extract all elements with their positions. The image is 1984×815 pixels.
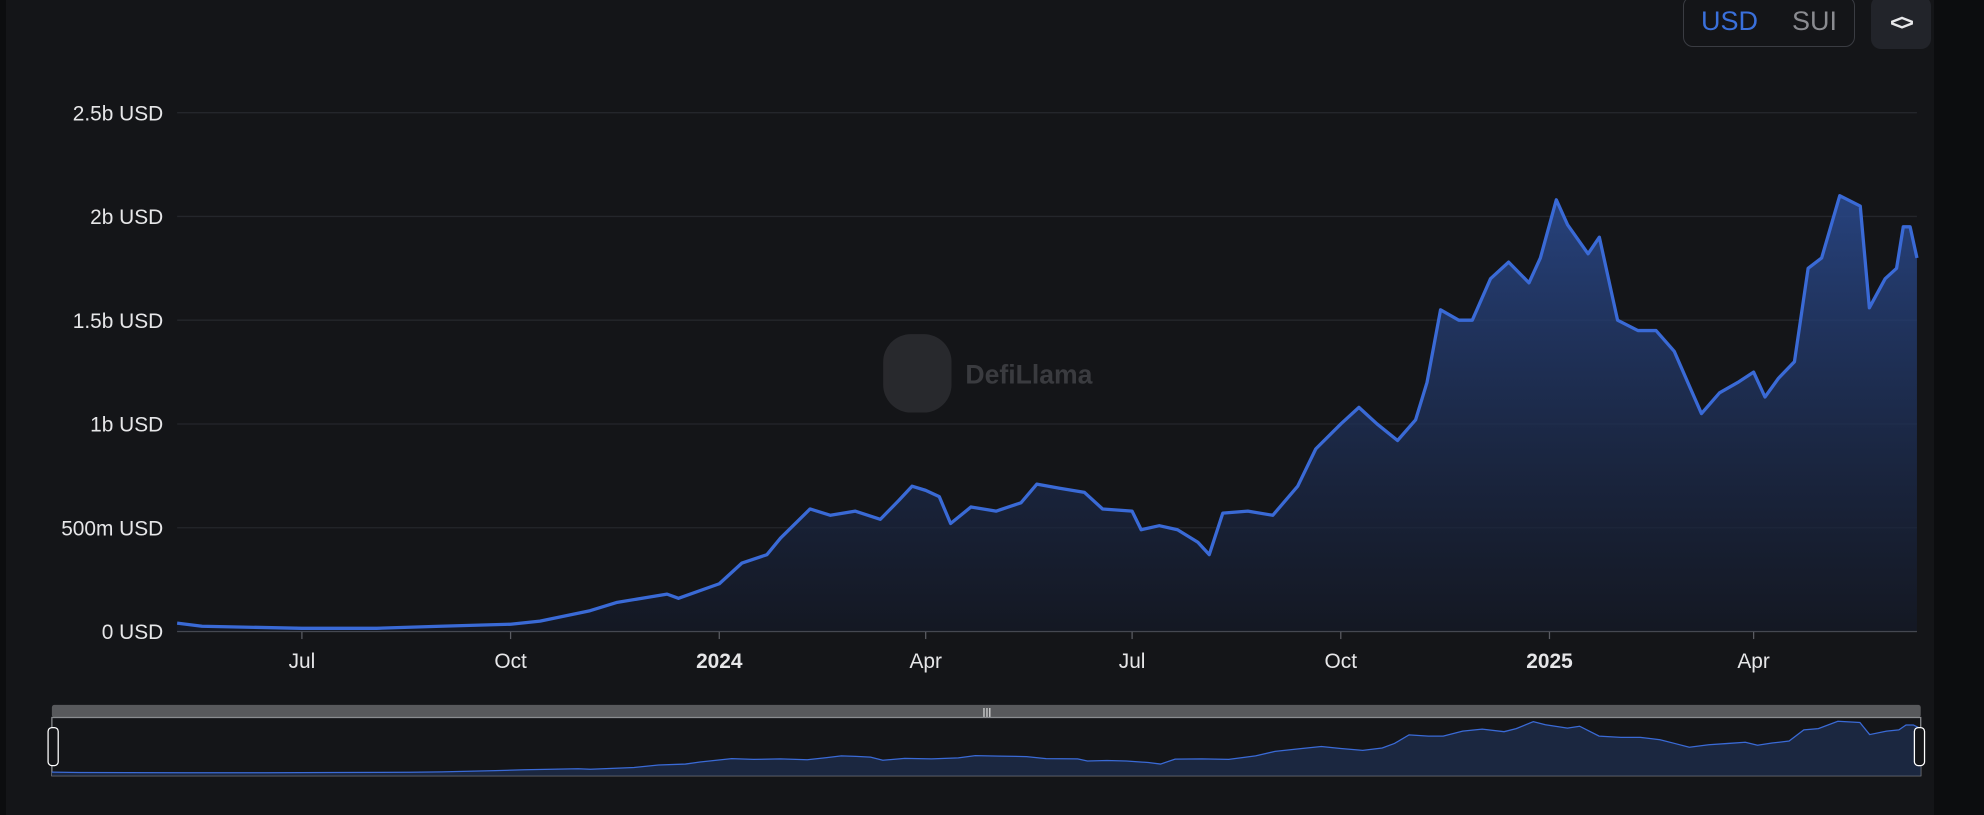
code-icon: <> (1890, 9, 1914, 35)
currency-option-usd[interactable]: USD (1700, 6, 1758, 36)
series-line (176, 194, 1919, 630)
x-tick-label: Oct (1325, 650, 1358, 673)
y-tick-label: 2b USD (90, 206, 163, 229)
y-tick-label: 0 USD (102, 621, 163, 644)
navigator-area (51, 721, 1921, 776)
x-tick-label: Jul (1119, 650, 1146, 673)
x-tick-label: 2025 (1526, 650, 1573, 673)
navigator-line (51, 720, 1922, 774)
currency-toggle[interactable]: USD SUI (1683, 0, 1855, 47)
range-navigator[interactable]: ||| (47, 704, 1926, 777)
watermark-text: DefiLlama (965, 359, 1092, 389)
defillama-watermark: DefiLlama (883, 334, 1093, 413)
x-tick-label: Oct (494, 650, 527, 673)
series-area (177, 195, 1917, 632)
llama-logo-icon (883, 334, 952, 413)
currency-option-sui[interactable]: SUI (1791, 6, 1837, 36)
y-tick-label: 500m USD (61, 517, 163, 540)
navigator-right-handle[interactable] (1913, 726, 1926, 767)
y-tick-label: 1.5b USD (73, 310, 163, 333)
embed-code-button[interactable]: <> (1871, 0, 1931, 49)
right-border (1934, 0, 1984, 815)
y-tick-label: 2.5b USD (73, 102, 163, 125)
y-tick-label: 1b USD (90, 414, 163, 437)
left-border (0, 0, 6, 815)
scrollbar-grip-icon[interactable]: ||| (983, 707, 992, 719)
navigator-left-handle[interactable] (47, 726, 59, 767)
navigator-scrollbar[interactable] (51, 704, 1921, 718)
x-tick-label: Apr (909, 650, 942, 673)
x-tick-label: Jul (289, 650, 316, 673)
x-tick-label: Apr (1737, 650, 1770, 673)
x-tick-label: 2024 (696, 650, 743, 673)
